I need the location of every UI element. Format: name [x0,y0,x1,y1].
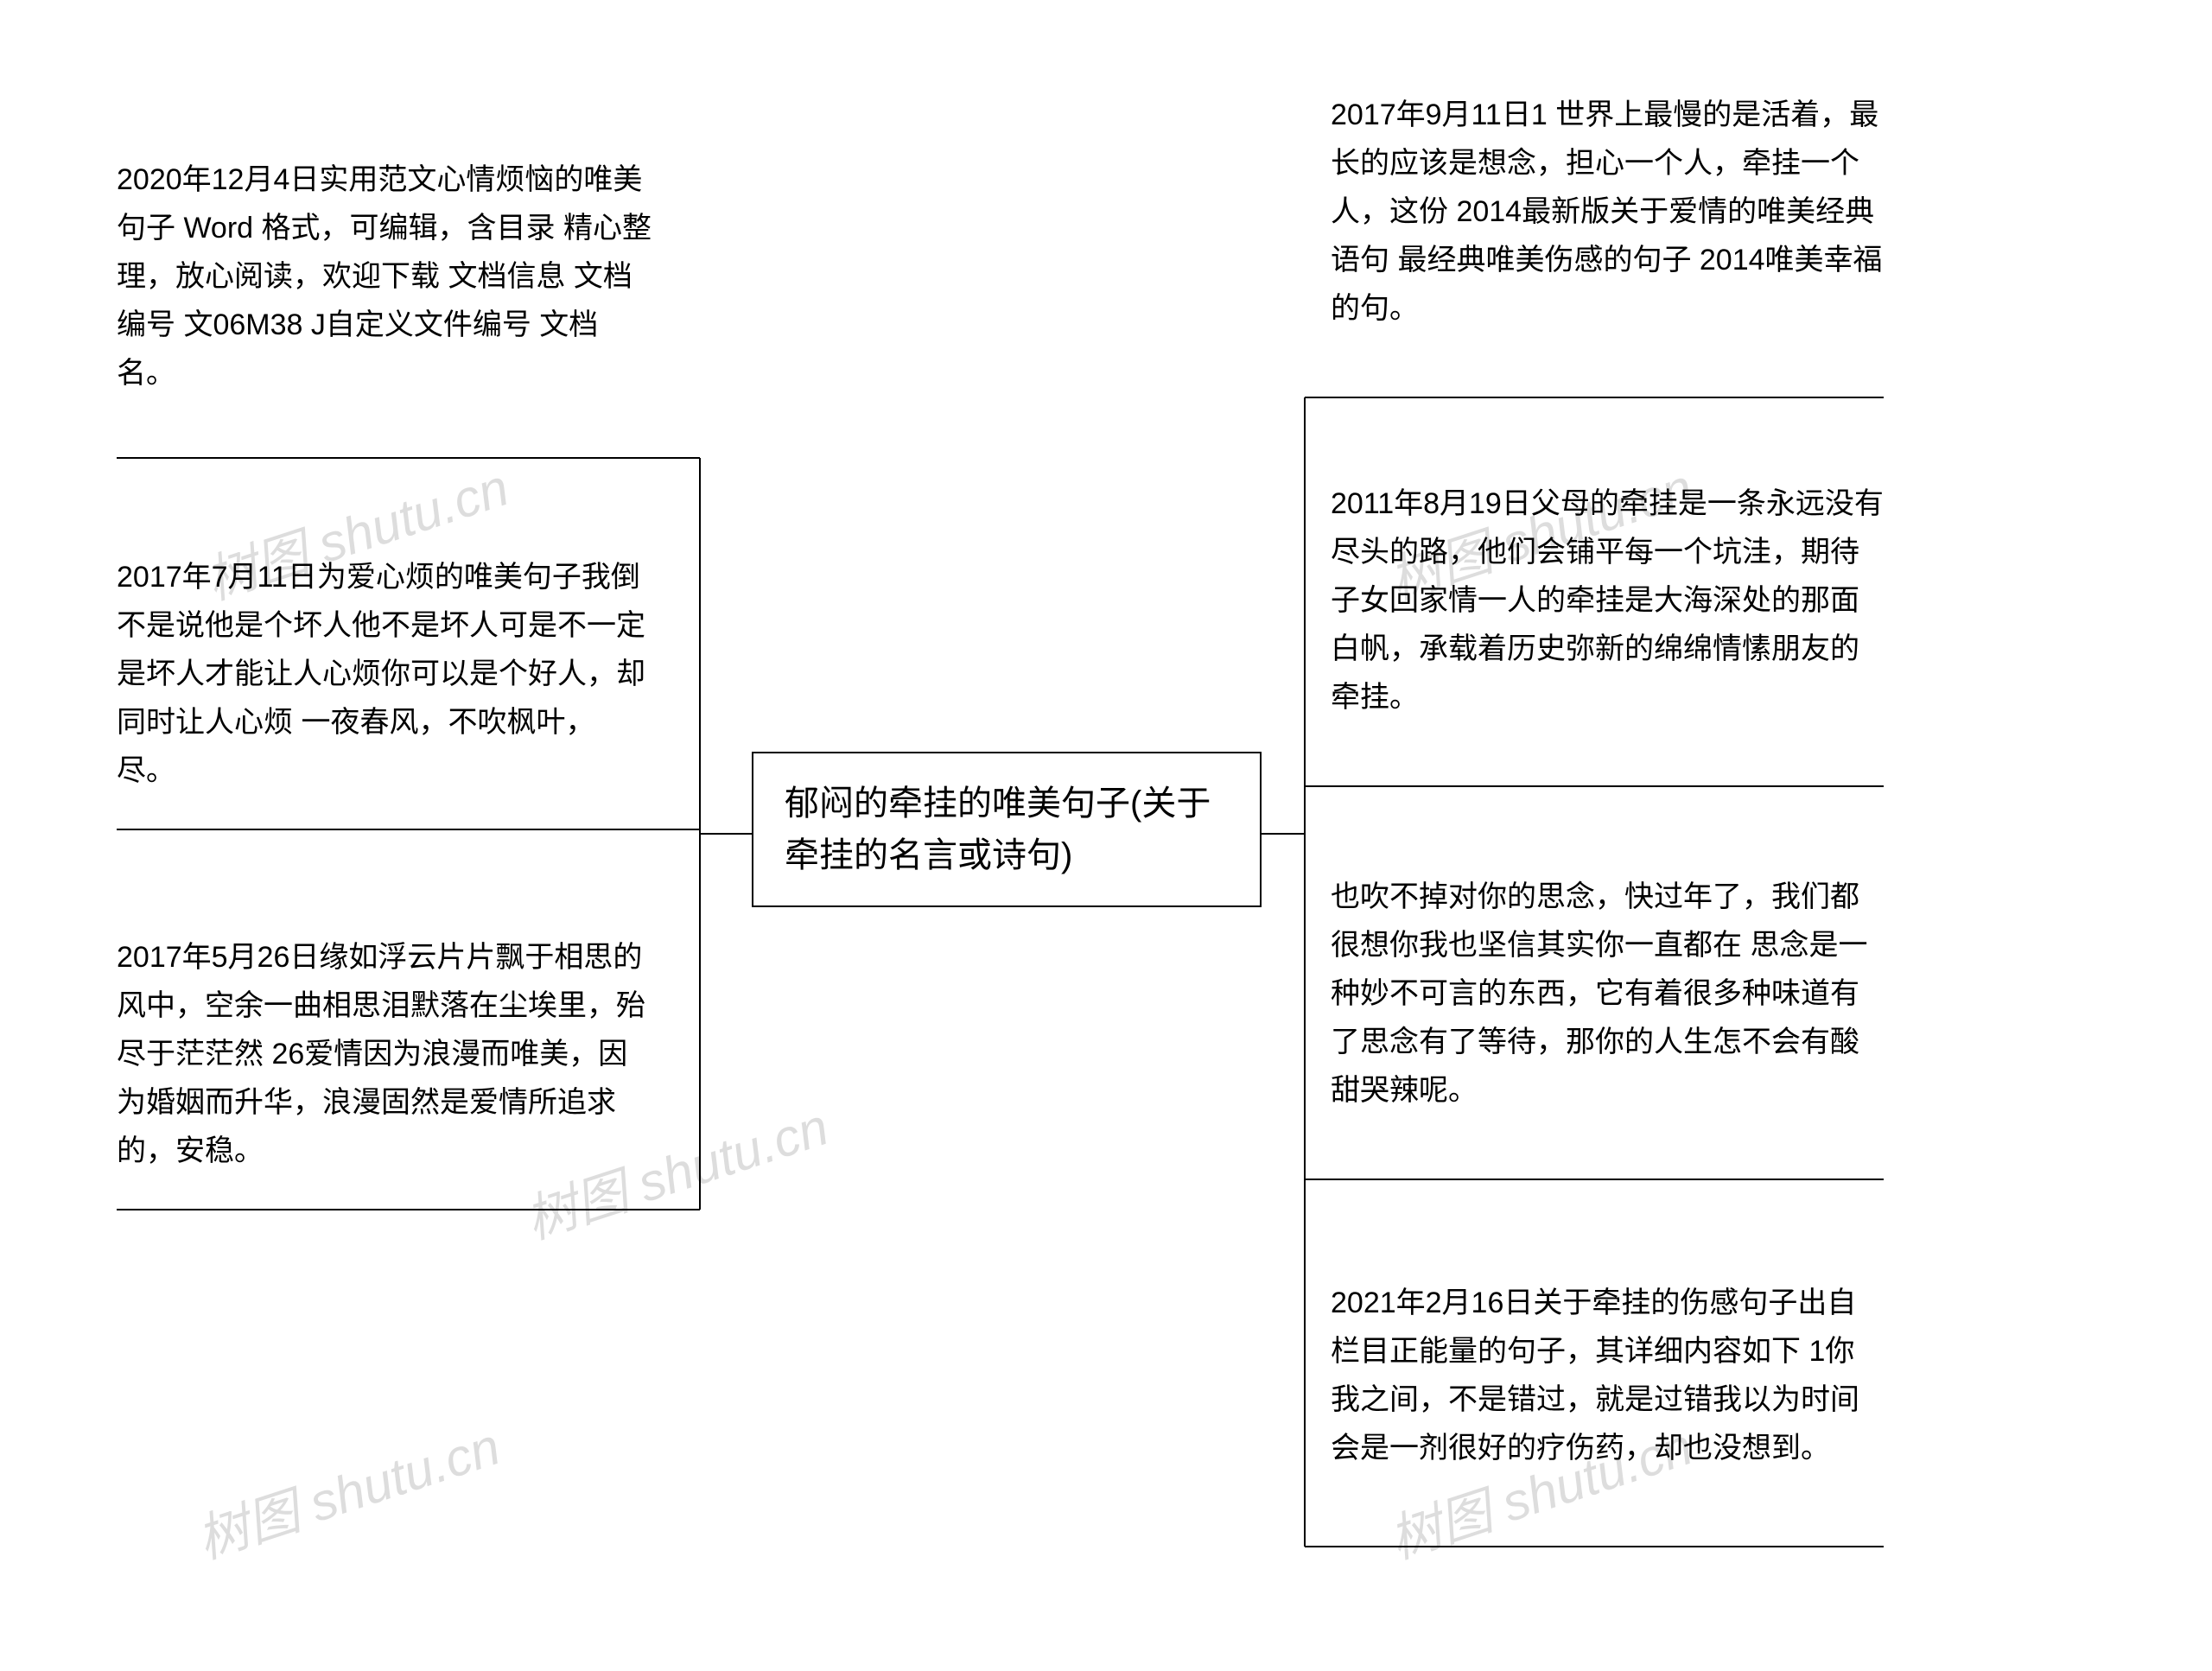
leaf-text: 2020年12月4日实用范文心情烦恼的唯美句子 Word 格式，可编辑，含目录 … [117,163,652,390]
left-leaf-0: 2020年12月4日实用范文心情烦恼的唯美句子 Word 格式，可编辑，含目录 … [117,156,652,397]
right-leaf-2: 也吹不掉对你的思念，快过年了，我们都很想你我也坚信其实你一直都在 思念是一种妙不… [1331,873,1884,1115]
center-node-text: 郁闷的牵挂的唯美句子(关于牵挂的名言或诗句) [785,785,1211,874]
right-leaf-3: 2021年2月16日关于牵挂的伤感句子出自栏目正能量的句子，其详细内容如下 1你… [1331,1279,1884,1472]
left-leaf-1: 2017年7月11日为爱心烦的唯美句子我倒不是说他是个坏人他不是坏人可是不一定是… [117,553,652,795]
right-leaf-0: 2017年9月11日1 世界上最慢的是活着，最长的应该是想念，担心一个人，牵挂一… [1331,91,1884,333]
leaf-text: 2017年7月11日为爱心烦的唯美句子我倒不是说他是个坏人他不是坏人可是不一定是… [117,561,645,787]
center-node: 郁闷的牵挂的唯美句子(关于牵挂的名言或诗句) [752,752,1262,907]
leaf-text: 2017年5月26日缘如浮云片片飘于相思的风中，空余一曲相思泪默落在尘埃里，殆尽… [117,941,645,1167]
leaf-text: 2017年9月11日1 世界上最慢的是活着，最长的应该是想念，担心一个人，牵挂一… [1331,98,1883,325]
leaf-text: 2011年8月19日父母的牵挂是一条永远没有尽头的路，他们会铺平每一个坑洼，期待… [1331,487,1884,714]
leaf-text: 2021年2月16日关于牵挂的伤感句子出自栏目正能量的句子，其详细内容如下 1你… [1331,1287,1859,1465]
right-leaf-1: 2011年8月19日父母的牵挂是一条永远没有尽头的路，他们会铺平每一个坑洼，期待… [1331,480,1884,721]
leaf-text: 也吹不掉对你的思念，快过年了，我们都很想你我也坚信其实你一直都在 思念是一种妙不… [1331,880,1867,1107]
left-leaf-2: 2017年5月26日缘如浮云片片飘于相思的风中，空余一曲相思泪默落在尘埃里，殆尽… [117,933,652,1175]
watermark-2: 树图 shutu.cn [186,1405,508,1573]
